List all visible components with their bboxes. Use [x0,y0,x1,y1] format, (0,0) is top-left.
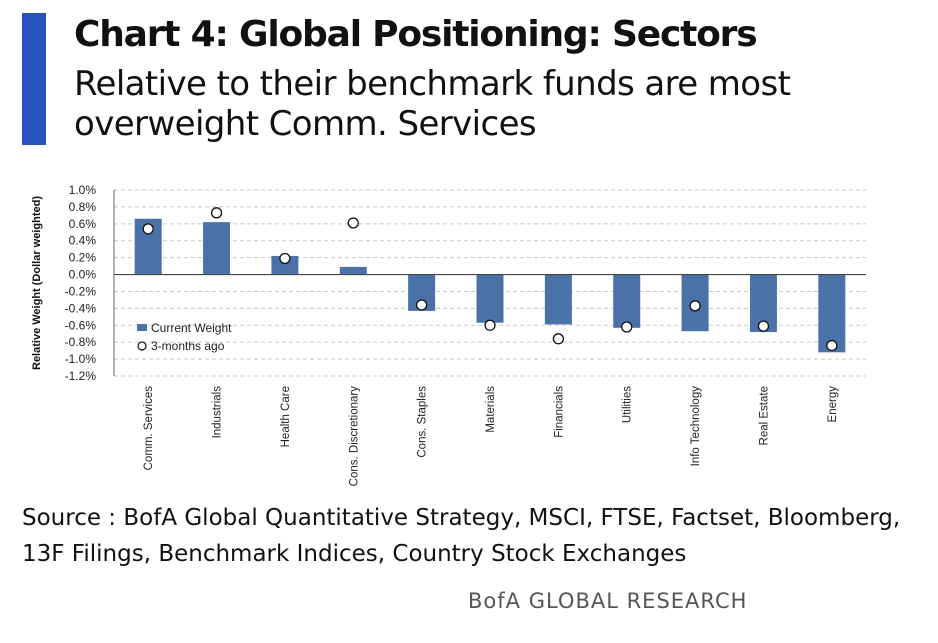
marker-3-months-ago [142,223,154,235]
marker-3-months-ago [552,333,565,345]
y-axis-label: Relative Weight (Dollar weighted) [31,196,43,370]
x-tick-label: Energy [827,386,839,423]
bar-current-weight [339,266,367,275]
axes: 1.0% 0.8% 0.6% 0.4% 0.2% 0.0% -0.2% -0.4% -0.6% -… [65,183,866,486]
grid-lines [114,189,866,377]
legend-swatch-3-months [137,341,147,351]
y-tick-label: -0.2% [65,284,97,298]
bar-current-weight [203,222,231,275]
x-tick-label: Cons. Staples [417,386,429,458]
y-tick-label: 1.0% [69,183,97,197]
marker-3-months-ago [826,339,838,352]
marker-3-months-ago [484,319,496,331]
legend-label-3-months: 3-months ago [151,339,225,353]
y-tick-label: 0.6% [69,217,97,231]
y-tick-label: -1.0% [65,352,97,366]
y-tick-label: -0.6% [65,318,97,332]
bar-current-weight [613,274,641,328]
y-tick-label: 0.2% [69,251,97,265]
bar-current-weight [818,274,846,353]
y-tick-label: 0.8% [69,200,97,214]
legend: Current Weight 3-months ago [137,321,232,353]
x-tick-label: Industrials [212,386,224,439]
x-tick-label: Real Estate [758,386,770,445]
bar-current-weight [271,255,299,275]
bar-current-weight [544,274,572,325]
bars [134,218,846,353]
bar-current-weight [476,274,504,323]
x-tick-label: Info Technology [690,386,702,467]
y-tick-label: 0.4% [69,234,97,248]
x-tick-label: Health Care [280,386,292,447]
marker-3-months-ago [621,321,633,333]
marker-3-months-ago [415,299,428,311]
marker-3-months-ago [757,320,770,332]
x-tick-label: Materials [485,386,497,433]
markers [142,207,838,352]
page-subtitle: Relative to their benchmark funds are mo… [74,64,791,144]
title-accent-bar [22,13,46,145]
x-tick-label: Financials [553,386,565,438]
page-title: Chart 4: Global Positioning: Sectors [74,14,758,55]
y-tick-label: -1.2% [65,369,97,383]
sector-positioning-chart: 1.0% 0.8% 0.6% 0.4% 0.2% 0.0% -0.2% -0.4% -0.6% -… [31,183,866,486]
marker-3-months-ago [347,217,359,229]
x-tick-label: Comm. Services [143,386,155,471]
marker-3-months-ago [689,300,701,312]
y-tick-label: -0.8% [65,335,97,349]
brand-footer: BofA GLOBAL RESEARCH [468,589,748,613]
x-tick-label: Utilities [622,386,634,423]
y-tick-label: 0.0% [69,268,97,282]
legend-swatch-current [137,324,147,331]
marker-3-months-ago [279,252,291,265]
source-note: Source : BofA Global Quantitative Strate… [22,505,901,567]
y-tick-label: -0.4% [65,301,97,315]
x-tick-label: Cons. Discretionary [348,386,360,487]
marker-3-months-ago [210,207,223,219]
legend-label-current: Current Weight [151,321,232,335]
